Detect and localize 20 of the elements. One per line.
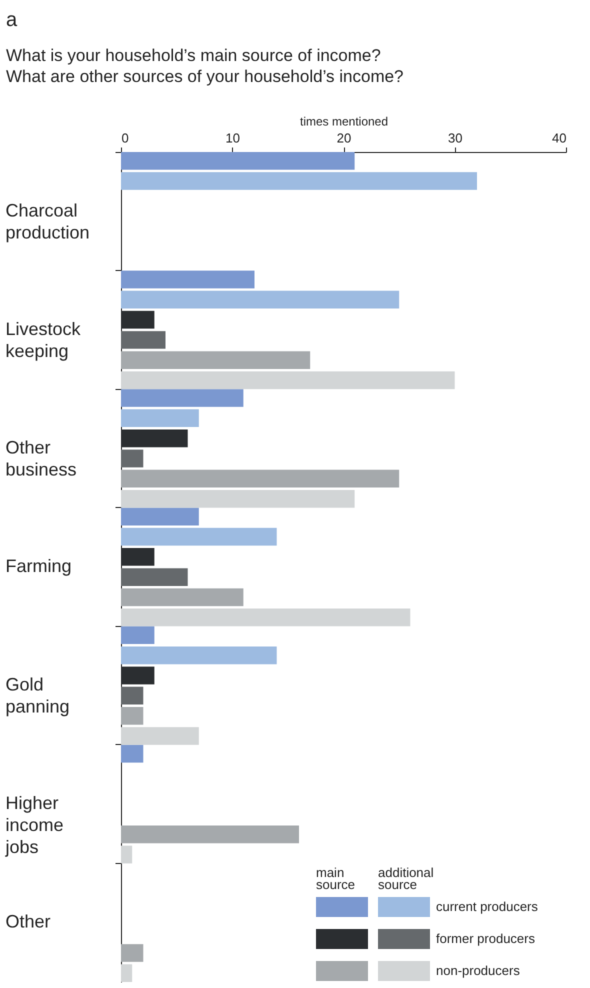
chart-subtitle: What is your household’s main source of income? What are other sources of your household’s income? (6, 46, 404, 86)
legend-label: former producers (436, 931, 536, 946)
x-tick-label: 30 (448, 130, 462, 146)
x-tick-label: 40 (552, 130, 566, 146)
y-tick-label: Charcoal production (6, 200, 90, 242)
y-tick-label: Higher income jobs (4, 793, 64, 858)
y-tick-label: Farming (6, 556, 72, 576)
x-axis-title: times mentioned (300, 114, 388, 128)
x-tick-label: 0 (122, 130, 129, 146)
y-tick-label: Livestock keeping (6, 318, 82, 361)
chart-title: a (6, 9, 18, 31)
y-tick-label: Other (6, 912, 51, 932)
y-tick-label: Gold panning (6, 674, 70, 717)
y-tick-label: Other business (6, 437, 77, 480)
annotation: main source (316, 865, 356, 892)
x-tick-label: 20 (336, 130, 352, 146)
x-tick-label: 10 (226, 130, 240, 146)
legend-label: current producers (436, 899, 538, 914)
annotation: additional source (378, 865, 434, 892)
legend-label: non-producers (436, 963, 520, 978)
